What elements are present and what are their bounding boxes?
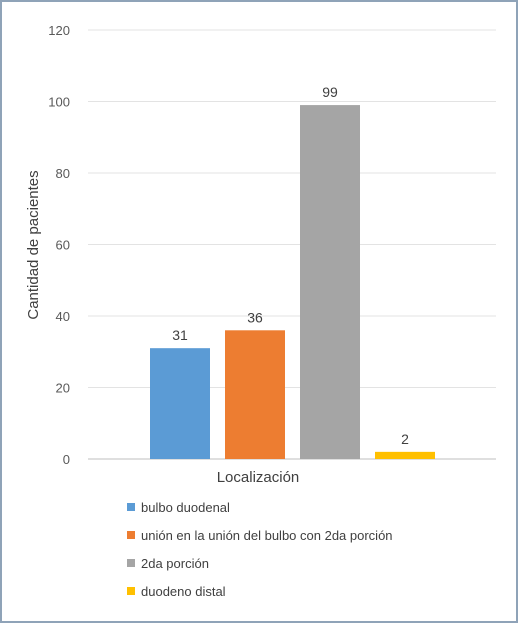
legend-swatch — [127, 531, 135, 539]
y-tick-label: 80 — [56, 166, 70, 181]
legend-label: duodeno distal — [141, 584, 226, 599]
data-label: 99 — [322, 84, 338, 100]
legend-label: bulbo duodenal — [141, 500, 230, 515]
y-tick-label: 120 — [48, 23, 70, 38]
legend: bulbo duodenal unión en la unión del bulb… — [127, 500, 393, 599]
y-tick-label: 20 — [56, 381, 70, 396]
gridlines — [88, 29, 496, 460]
legend-label: unión en la unión del bulbo con 2da porc… — [141, 528, 393, 543]
data-label: 36 — [247, 309, 263, 325]
bars — [150, 105, 435, 459]
bar — [300, 105, 360, 459]
data-label: 2 — [401, 431, 409, 447]
legend-swatch — [127, 559, 135, 567]
x-axis-title: Localización — [217, 469, 300, 486]
y-axis-title: Cantidad de pacientes — [25, 170, 42, 319]
bar — [150, 348, 210, 459]
y-tick-label: 100 — [48, 95, 70, 110]
legend-swatch — [127, 587, 135, 595]
data-label: 31 — [172, 327, 188, 343]
y-tick-label: 0 — [63, 452, 70, 467]
bar — [375, 451, 435, 459]
y-tick-label: 60 — [56, 238, 70, 253]
bar — [225, 330, 285, 459]
legend-label: 2da porción — [141, 556, 209, 571]
y-tick-label: 40 — [56, 309, 70, 324]
data-labels: 31 36 99 2 — [172, 84, 409, 447]
y-axis-ticks: 0 20 40 60 80 100 120 — [48, 23, 70, 467]
legend-swatch — [127, 503, 135, 511]
